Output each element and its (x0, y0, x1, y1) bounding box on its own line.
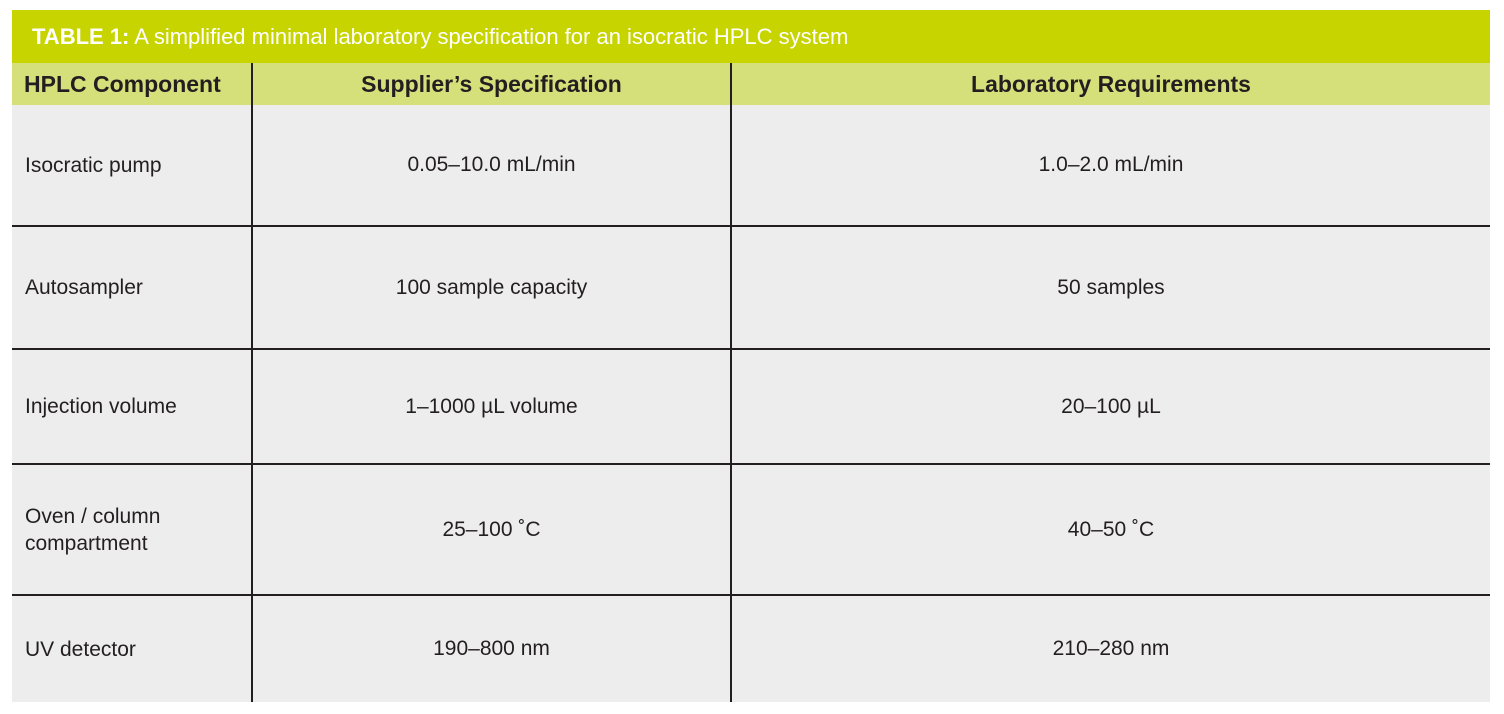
supplier-spec-cell: 100 sample capacity (251, 225, 731, 349)
supplier-spec-cell: 0.05–10.0 mL/min (251, 105, 731, 226)
table-row: Autosampler 100 sample capacity 50 sampl… (12, 225, 1490, 349)
table-row: Oven / column compartment 25–100 ˚C 40–50… (12, 463, 1490, 595)
table-header-row: HPLC Component Supplier’s Specification … (12, 63, 1490, 105)
spec-table-figure: TABLE 1: A simplified minimal laboratory… (12, 10, 1490, 702)
header-supplier-specification: Supplier’s Specification (251, 63, 731, 105)
lab-requirement-cell: 40–50 ˚C (730, 463, 1490, 595)
table-caption-text: A simplified minimal laboratory specific… (129, 24, 849, 49)
component-cell: Injection volume (12, 348, 252, 464)
lab-requirement-cell: 50 samples (730, 225, 1490, 349)
header-laboratory-requirements: Laboratory Requirements (730, 63, 1490, 105)
table-caption: TABLE 1: A simplified minimal laboratory… (12, 10, 1490, 63)
table-caption-label: TABLE 1: (32, 24, 130, 49)
lab-requirement-cell: 210–280 nm (730, 594, 1490, 702)
component-cell: UV detector (12, 594, 252, 702)
component-label-line2: compartment (25, 531, 148, 555)
supplier-spec-cell: 25–100 ˚C (251, 463, 731, 595)
spec-table: HPLC Component Supplier’s Specification … (12, 63, 1490, 702)
table-row: UV detector 190–800 nm 210–280 nm (12, 594, 1490, 702)
table-row: Isocratic pump 0.05–10.0 mL/min 1.0–2.0 … (12, 105, 1490, 226)
header-hplc-component: HPLC Component (12, 63, 252, 105)
lab-requirement-cell: 1.0–2.0 mL/min (730, 105, 1490, 226)
lab-requirement-cell: 20–100 µL (730, 348, 1490, 464)
component-label: Autosampler (25, 276, 143, 299)
component-cell: Isocratic pump (12, 105, 252, 226)
supplier-spec-cell: 1–1000 µL volume (251, 348, 731, 464)
component-label: UV detector (25, 637, 136, 661)
component-label: Injection volume (25, 395, 177, 418)
component-label: Isocratic pump (25, 153, 162, 177)
component-cell: Oven / column compartment (12, 463, 252, 595)
component-cell: Autosampler (12, 225, 252, 349)
component-label: Oven / column (25, 504, 161, 528)
supplier-spec-cell: 190–800 nm (251, 594, 731, 702)
table-row: Injection volume 1–1000 µL volume 20–100… (12, 348, 1490, 464)
